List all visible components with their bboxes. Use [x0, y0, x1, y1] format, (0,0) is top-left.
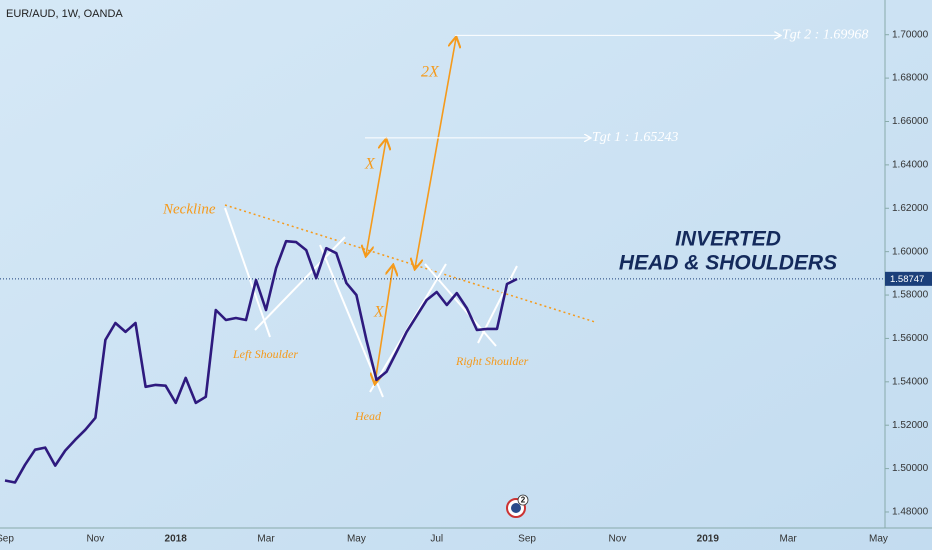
- x-tick-label: Mar: [780, 534, 798, 545]
- stroke: [224, 207, 271, 338]
- y-tick-label: 1.68000: [892, 73, 929, 84]
- x-tick-label: Mar: [257, 534, 275, 545]
- y-tick-label: 1.54000: [892, 376, 929, 387]
- y-tick-label: 1.50000: [892, 463, 929, 474]
- last-price-label: 1.58747: [890, 274, 924, 285]
- chart-title: EUR/AUD, 1W, OANDA: [6, 8, 123, 20]
- x-label: X: [364, 156, 376, 173]
- badge-count: 2: [521, 496, 526, 505]
- measure-arrows: [366, 38, 456, 383]
- headline: HEAD & SHOULDERS: [619, 252, 837, 275]
- x-tick-label: May: [869, 534, 888, 545]
- event-icon-core: [511, 503, 521, 513]
- arrow: [375, 266, 393, 383]
- arrow: [415, 38, 456, 268]
- y-tick-label: 1.48000: [892, 507, 929, 518]
- y-tick-label: 1.62000: [892, 203, 929, 214]
- x2-label: 2X: [421, 64, 440, 81]
- y-tick-label: 1.58000: [892, 290, 929, 301]
- y-tick-label: 1.70000: [892, 29, 929, 40]
- stroke: [254, 236, 346, 331]
- price-line: [4, 239, 518, 484]
- y-tick-label: 1.52000: [892, 420, 929, 431]
- x-tick-label: Sep: [0, 534, 14, 545]
- x-tick-label: Sep: [518, 534, 536, 545]
- neckline-label: Neckline: [162, 201, 216, 217]
- x-tick-label: 2019: [697, 534, 720, 545]
- x-tick-label: Jul: [430, 534, 443, 545]
- arrow: [366, 140, 386, 255]
- last-price-box: [885, 271, 932, 286]
- target-label: Tgt 2 : 1.69968: [782, 28, 868, 43]
- y-tick-label: 1.56000: [892, 333, 929, 344]
- badge: [517, 494, 529, 506]
- right-shoulder-label: Right Shoulder: [455, 354, 529, 368]
- y-tick-label: 1.64000: [892, 160, 929, 171]
- target-label: Tgt 1 : 1.65243: [592, 130, 678, 145]
- y-tick-label: 1.60000: [892, 246, 929, 257]
- left-shoulder-label: Left Shoulder: [232, 347, 298, 361]
- headline: INVERTED: [675, 228, 781, 251]
- x-label: X: [373, 304, 385, 321]
- x-tick-label: Nov: [86, 534, 104, 545]
- y-tick-label: 1.66000: [892, 116, 929, 127]
- x-tick-label: Nov: [609, 534, 627, 545]
- head-label: Head: [354, 409, 382, 423]
- x-tick-label: May: [347, 534, 366, 545]
- x-tick-label: 2018: [165, 534, 188, 545]
